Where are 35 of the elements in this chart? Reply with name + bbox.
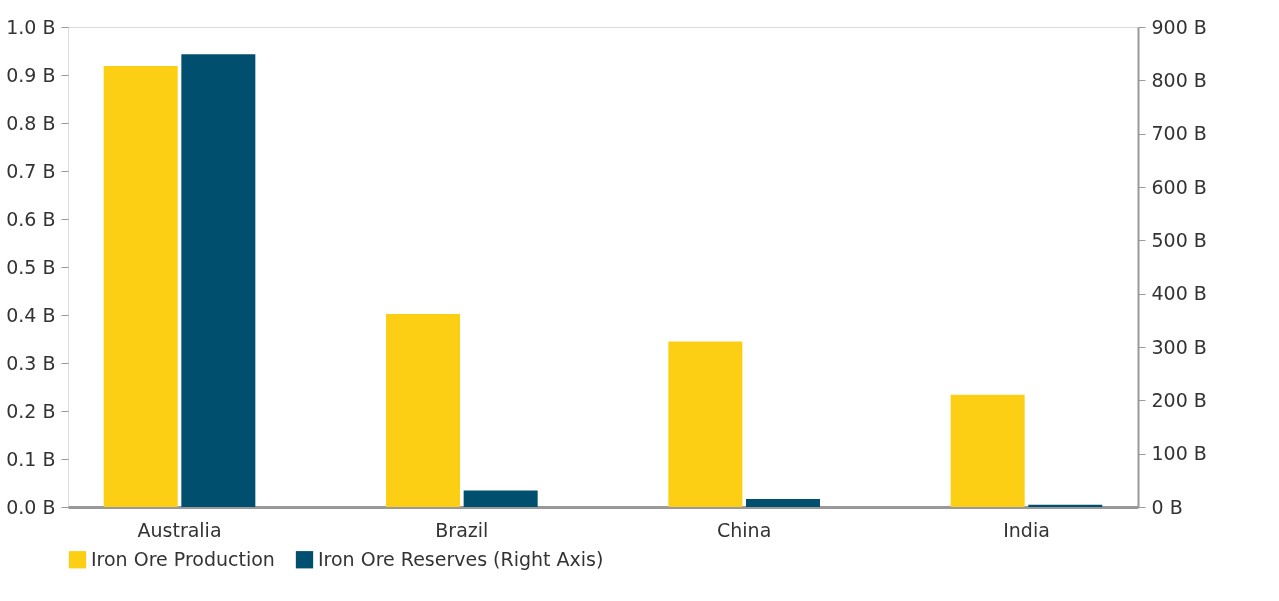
y-tick-label: 0.0 B — [6, 495, 56, 518]
y-tick-label: 0.3 B — [6, 351, 56, 374]
y-tick-label: 0.6 B — [6, 207, 56, 230]
y-tick-label: 0.9 B — [6, 63, 56, 86]
x-tick-label: India — [1003, 518, 1050, 541]
y2-tick-label: 700 B — [1151, 122, 1207, 145]
x-tick-label: Brazil — [435, 518, 489, 541]
bar — [181, 54, 256, 507]
y-tick-label: 0.7 B — [6, 159, 56, 182]
bar — [103, 65, 178, 507]
x-tick-label: Australia — [137, 518, 222, 541]
y2-tick-label: 300 B — [1151, 335, 1207, 358]
y2-tick-label: 500 B — [1151, 228, 1207, 251]
bar — [950, 394, 1025, 507]
y-tick-label: 0.5 B — [6, 255, 56, 278]
y-tick-label: 0.1 B — [6, 447, 56, 470]
y2-tick-label: 600 B — [1151, 175, 1207, 198]
y-tick-label: 0.8 B — [6, 111, 56, 134]
bar — [386, 314, 461, 507]
y2-tick-label: 100 B — [1151, 442, 1207, 465]
y2-tick-label: 900 B — [1151, 15, 1207, 38]
y2-tick-label: 400 B — [1151, 282, 1207, 305]
y-tick-label: 1.0 B — [6, 15, 56, 38]
bar — [463, 490, 538, 507]
y2-tick-label: 0 B — [1151, 495, 1183, 518]
bar — [1028, 504, 1103, 507]
legend-label: Iron Ore Production — [91, 547, 275, 570]
bar — [745, 499, 820, 507]
bar — [668, 341, 743, 507]
y-tick-label: 0.4 B — [6, 303, 56, 326]
y-tick-label: 0.2 B — [6, 399, 56, 422]
legend-label: Iron Ore Reserves (Right Axis) — [318, 547, 604, 570]
y2-tick-label: 800 B — [1151, 68, 1207, 91]
y2-tick-label: 200 B — [1151, 388, 1207, 411]
x-tick-label: China — [717, 518, 772, 541]
